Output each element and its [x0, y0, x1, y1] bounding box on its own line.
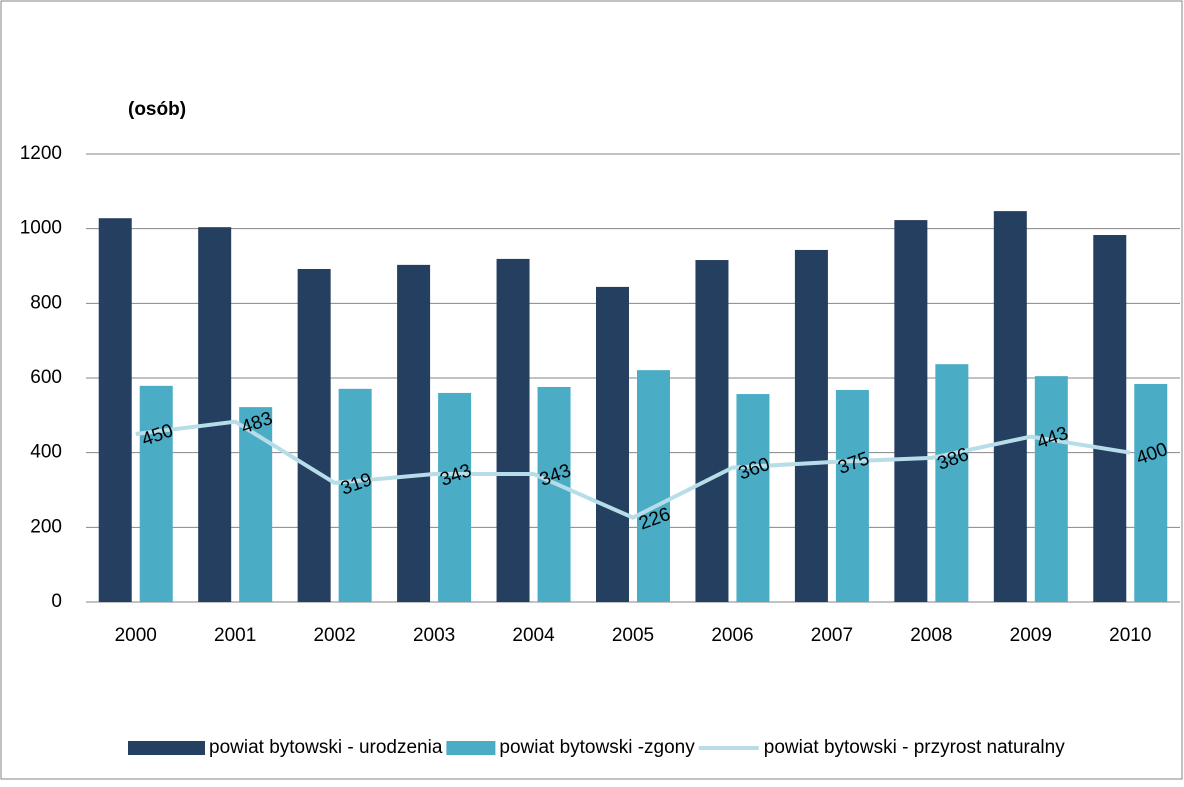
y-tick-label: 1000 [20, 218, 62, 239]
bar [736, 394, 770, 602]
legend-swatch [128, 741, 205, 755]
bar [993, 211, 1027, 602]
bar [338, 388, 372, 602]
y-tick-label: 0 [51, 591, 62, 612]
bar [695, 260, 729, 602]
bar [1093, 235, 1127, 602]
bar [596, 286, 629, 602]
x-tick-label: 2006 [711, 625, 753, 646]
bar [637, 370, 670, 602]
line [135, 419, 1131, 520]
legend-label: powiat bytowski -zgony [499, 737, 695, 758]
bar [935, 364, 969, 602]
x-tick-label: 2001 [214, 625, 256, 646]
y-tick-label: 800 [30, 292, 62, 313]
bar [98, 218, 132, 603]
y-tick-label: 400 [30, 442, 62, 463]
x-tick-label: 2004 [512, 625, 555, 646]
legend-label: powiat bytowski - urodzenia [209, 737, 443, 758]
bar [794, 249, 828, 603]
y-tick-label: 200 [30, 516, 62, 537]
bar [198, 227, 232, 602]
legend-label: powiat bytowski - przyrost naturalny [764, 737, 1065, 758]
y-tick-label: 600 [30, 367, 62, 388]
legend-swatch [446, 741, 496, 755]
bar [438, 392, 472, 602]
chart-title: (osób) [128, 99, 186, 120]
bar [496, 258, 530, 602]
x-tick-label: 2009 [1010, 625, 1052, 646]
x-tick-label: 2010 [1109, 625, 1151, 646]
y-tick-label: 1200 [20, 143, 62, 164]
bar [139, 385, 173, 602]
x-tick-label: 2002 [313, 625, 355, 646]
x-tick-label: 2008 [910, 625, 952, 646]
bar [297, 268, 331, 602]
bar [397, 264, 431, 602]
bar [894, 220, 928, 602]
bar [537, 386, 571, 602]
x-tick-label: 2000 [115, 625, 157, 646]
x-tick-label: 2007 [811, 625, 853, 646]
bar [835, 389, 869, 602]
bar [1034, 376, 1068, 602]
x-tick-label: 2005 [612, 625, 654, 646]
bar [1134, 383, 1168, 602]
x-tick-label: 2003 [413, 625, 455, 646]
